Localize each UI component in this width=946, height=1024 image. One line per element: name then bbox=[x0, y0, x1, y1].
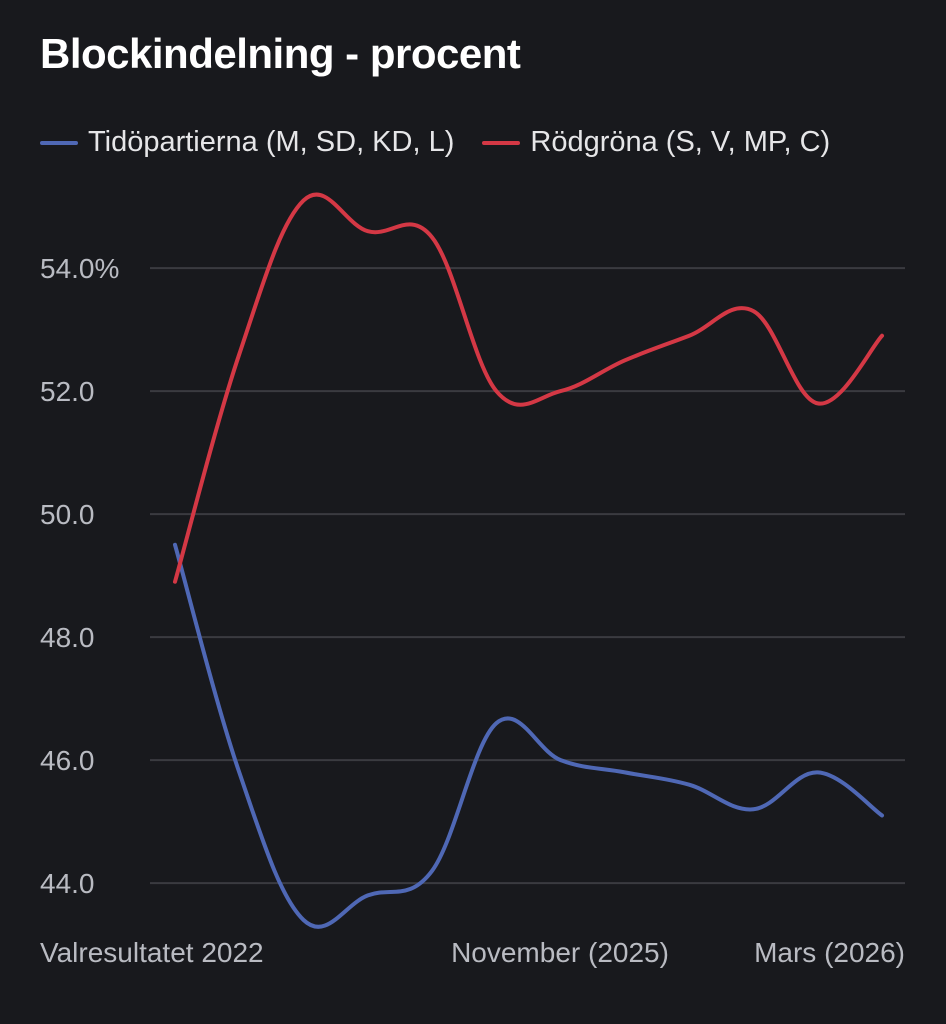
legend-item-rodgrona[interactable]: Rödgröna (S, V, MP, C) bbox=[482, 126, 830, 159]
y-axis-ticks: 54.0% 52.0 50.0 48.0 46.0 44.0 bbox=[40, 253, 119, 899]
legend-label-rodgrona: Rödgröna (S, V, MP, C) bbox=[530, 126, 831, 158]
y-tick-label: 50.0 bbox=[40, 499, 95, 530]
series-lines bbox=[173, 192, 884, 929]
gridlines bbox=[150, 267, 905, 885]
series-line-tido bbox=[173, 542, 884, 929]
y-tick-label: 44.0 bbox=[40, 868, 95, 899]
x-tick-label: Mars (2026) bbox=[754, 937, 905, 968]
legend-label-tido: Tidöpartierna (M, SD, KD, L) bbox=[88, 126, 455, 158]
x-axis-ticks: Valresultatet 2022 November (2025) Mars (2… bbox=[40, 937, 905, 968]
y-tick-label: 54.0% bbox=[40, 253, 119, 284]
legend-swatch-rodgrona bbox=[482, 140, 521, 145]
x-tick-label: Valresultatet 2022 bbox=[40, 937, 264, 968]
chart-title: Blockindelning - procent bbox=[40, 30, 521, 77]
y-tick-label: 46.0 bbox=[40, 745, 95, 776]
legend: Tidöpartierna (M, SD, KD, L) Rödgröna (S… bbox=[40, 126, 858, 159]
x-tick-label: November (2025) bbox=[451, 937, 669, 968]
legend-swatch-tido bbox=[40, 140, 78, 145]
y-tick-label: 52.0 bbox=[40, 376, 95, 407]
legend-item-tido[interactable]: Tidöpartierna (M, SD, KD, L) bbox=[40, 126, 454, 159]
y-tick-label: 48.0 bbox=[40, 622, 95, 653]
series-line-rodgrona bbox=[173, 192, 884, 584]
